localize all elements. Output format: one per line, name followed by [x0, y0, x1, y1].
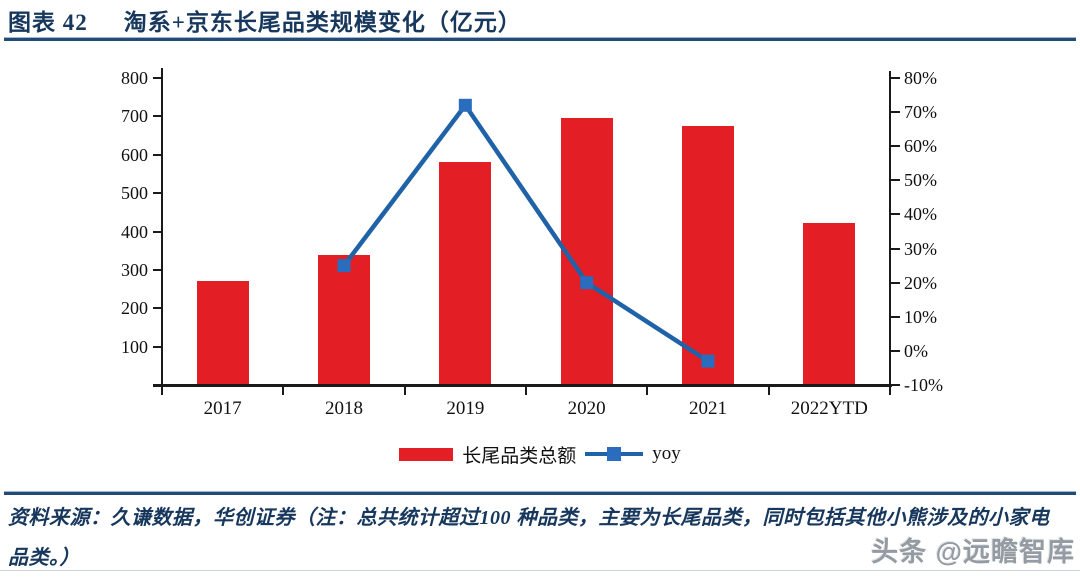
- x-axis-tick: [889, 387, 891, 395]
- x-axis-tick: [646, 387, 649, 395]
- y-axis-left-tick: [153, 153, 162, 156]
- y-axis-left-tick: [153, 307, 162, 310]
- y-axis-left-tick: [153, 115, 162, 118]
- legend-bar-swatch: [399, 447, 454, 461]
- footer-divider: [4, 491, 1076, 495]
- x-axis-tick: [767, 387, 770, 395]
- y-axis-right-tick: [891, 349, 900, 352]
- chart-area: 800 700 600 500 400 300 200 100 80% 70% 60% 50% 40% 3…: [121, 68, 943, 419]
- yoy-line: [342, 103, 710, 364]
- y-axis-left-tick: [153, 268, 162, 271]
- chart-header: 图表 42 淘系+京东长尾品类规模变化（亿元）: [8, 3, 522, 37]
- y-axis-right-tick-label: 60%: [904, 136, 937, 157]
- x-axis-category-label: 2020: [567, 398, 606, 419]
- y-axis-right-tick-label: 30%: [904, 238, 937, 259]
- chart-legend: 长尾品类总额 yoy: [0, 442, 1080, 467]
- figure-label: 图表 42: [8, 10, 88, 35]
- y-axis-left-tick-label: 300: [121, 259, 148, 280]
- bar: [682, 126, 734, 384]
- y-axis-left-tick-label: 400: [121, 221, 148, 242]
- y-axis-left-tick-label: 100: [121, 336, 148, 357]
- y-axis-right-tick-label: 0%: [904, 340, 928, 361]
- y-axis-left-tick: [153, 345, 162, 348]
- y-axis-right-tick: [891, 247, 900, 250]
- y-axis-right-tick-label: 10%: [904, 306, 937, 327]
- y-axis-right: [889, 71, 891, 387]
- x-axis-category-label: 2022YTD: [790, 398, 868, 419]
- y-axis-left-tick: [153, 192, 162, 195]
- bar: [803, 223, 856, 384]
- x-axis-category-label: 2017: [203, 398, 242, 419]
- x-axis: [153, 384, 892, 387]
- bar: [196, 281, 249, 384]
- y-axis-right-tick: [891, 384, 900, 386]
- x-axis-tick: [282, 387, 285, 395]
- x-axis-tick: [403, 387, 406, 395]
- yoy-marker: [458, 98, 472, 112]
- y-axis-right-tick: [891, 281, 900, 284]
- y-axis-left-tick-label: 800: [121, 68, 148, 88]
- y-axis-right-tick: [891, 77, 900, 79]
- y-axis-right-tick-label: 20%: [904, 272, 937, 293]
- legend-line-label: yoy: [652, 443, 681, 464]
- y-axis-right-tick-label: 70%: [904, 102, 937, 123]
- legend-line-swatch: [585, 447, 644, 461]
- x-axis-tick: [525, 387, 527, 395]
- y-axis-right-tick: [891, 111, 900, 114]
- x-axis-category-label: 2021: [688, 398, 727, 419]
- y-axis-right-tick-label: 50%: [904, 170, 937, 191]
- y-axis-right-tick: [891, 213, 900, 216]
- title-divider: [4, 37, 1076, 41]
- y-axis-right-tick-label: -10%: [904, 375, 943, 395]
- x-axis-category-label: 2019: [446, 398, 485, 419]
- legend-square-marker-icon: [607, 447, 622, 461]
- y-axis-left-tick-label: 600: [121, 144, 148, 165]
- x-axis-tick: [161, 387, 163, 395]
- y-axis-right-tick-label: 40%: [904, 204, 937, 225]
- y-axis-left: [161, 68, 163, 387]
- y-axis-right-tick-label: 80%: [904, 68, 937, 88]
- legend-bar-label: 长尾品类总额: [462, 445, 577, 467]
- bar: [439, 162, 492, 384]
- bar: [318, 255, 370, 384]
- y-axis-left-tick-label: 700: [121, 106, 148, 127]
- y-axis-left-tick-label: 500: [121, 183, 148, 204]
- bottom-border: [0, 570, 1080, 571]
- y-axis-right-tick: [891, 179, 900, 182]
- page-title: 淘系+京东长尾品类规模变化（亿元）: [123, 10, 522, 35]
- y-axis-left-tick-label: 200: [121, 298, 148, 319]
- y-axis-left-tick: [153, 230, 162, 233]
- x-axis-category-label: 2018: [324, 398, 363, 419]
- source-note: 资料来源：久谦数据，华创证券（注：总共统计超过100 种品类，主要为长尾品类，同…: [8, 507, 1050, 569]
- y-axis-right-tick: [891, 315, 900, 318]
- bar: [560, 117, 613, 384]
- y-axis-right-tick: [891, 145, 900, 148]
- watermark: 头条 @远瞻智库: [871, 537, 1075, 567]
- y-axis-left-tick: [153, 77, 162, 79]
